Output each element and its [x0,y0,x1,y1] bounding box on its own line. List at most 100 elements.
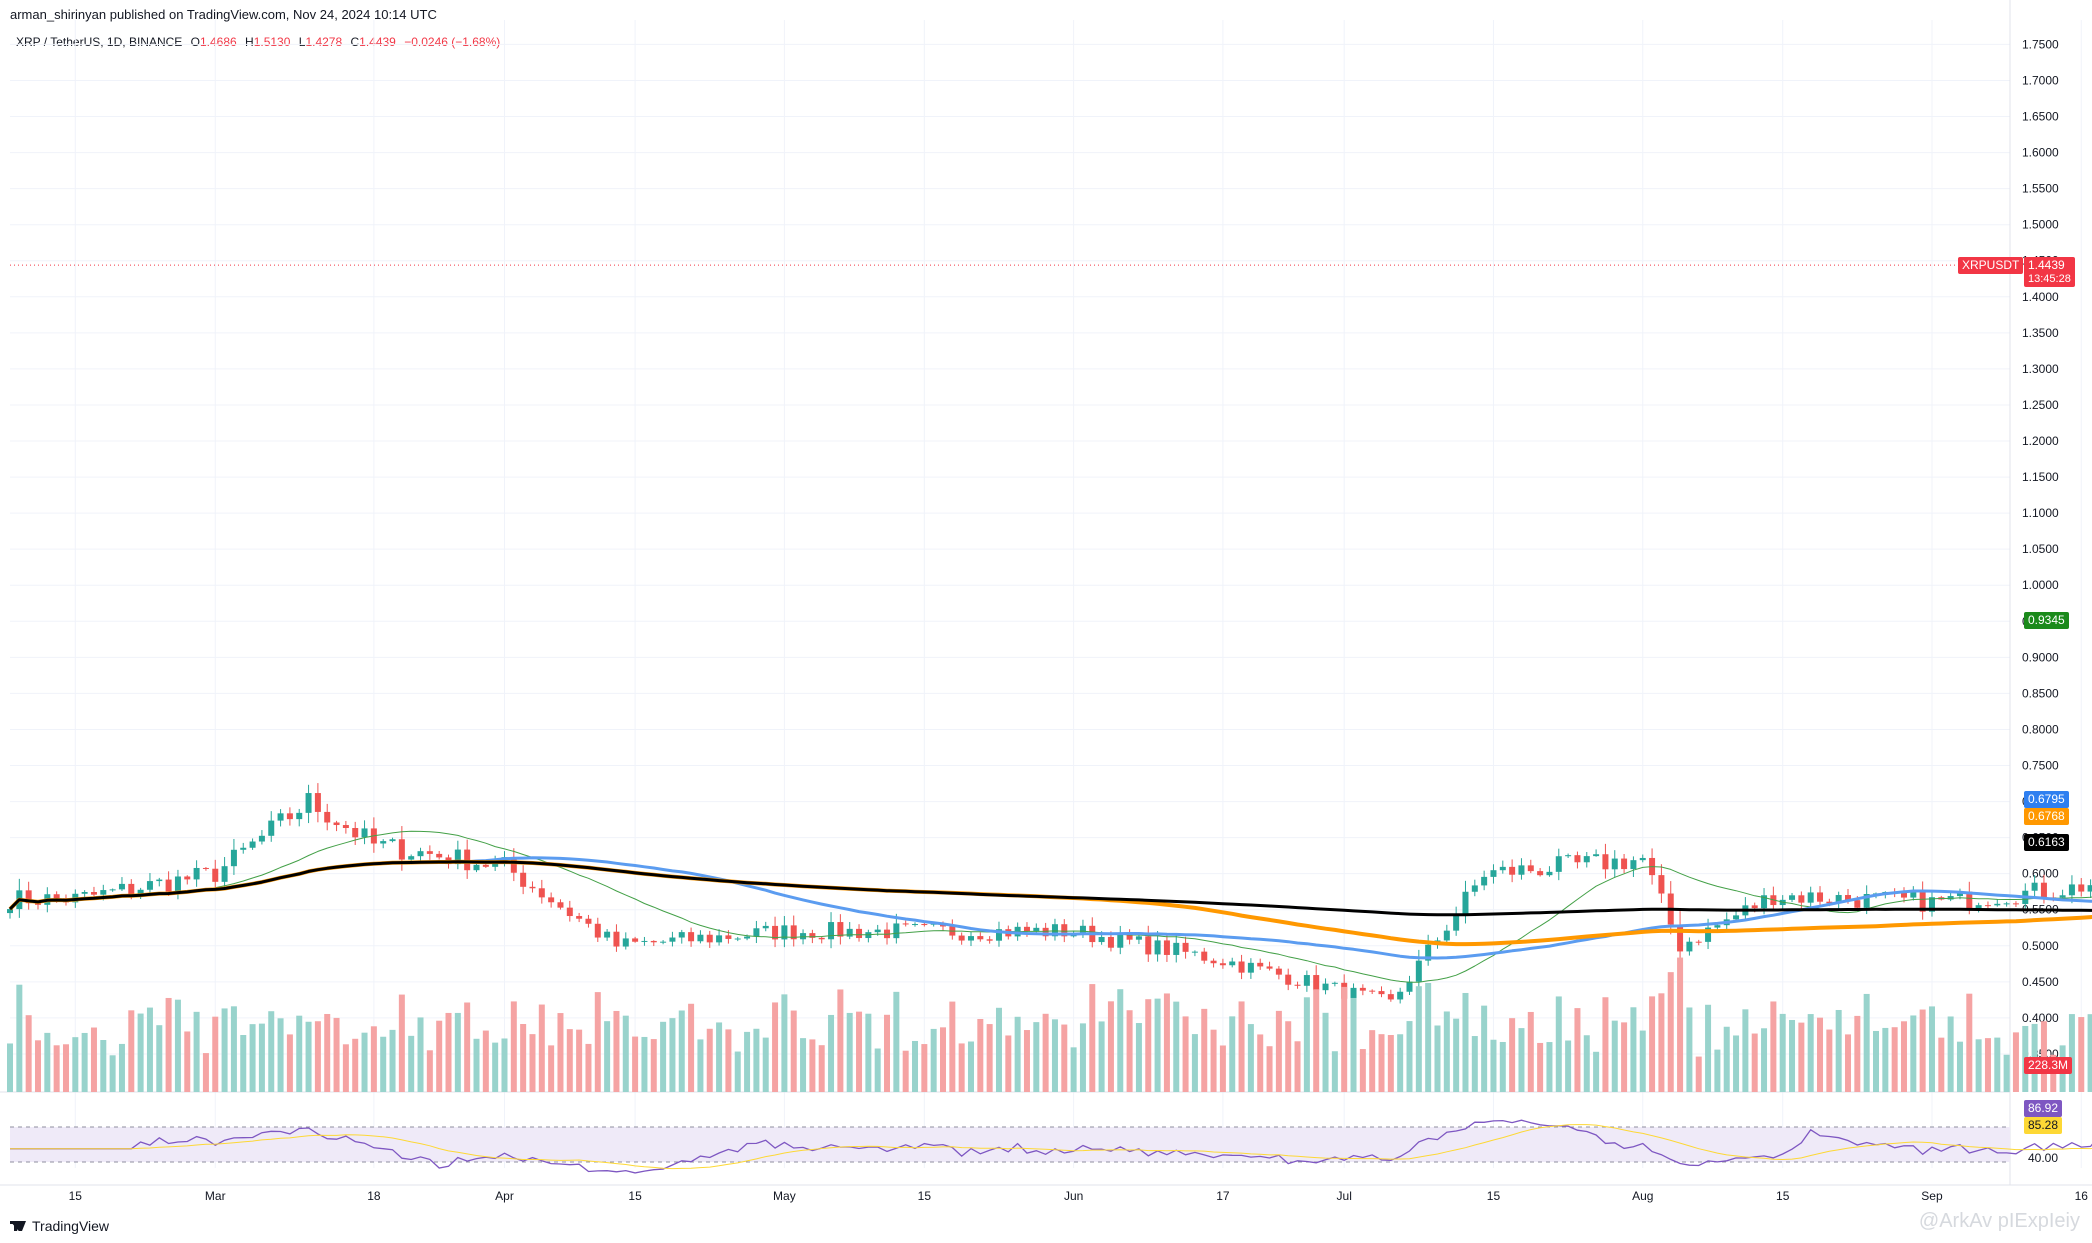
volume-bar [249,1024,256,1092]
x-tick-label: 18 [367,1189,381,1203]
volume-bar [72,1037,79,1092]
x-axis-ticks: 15Mar18Apr15May15Jun17Jul15Aug15Sep16Oct… [69,1189,2089,1203]
volume-bar [800,1038,807,1092]
candle-up [81,892,88,894]
candle-up [1033,927,1040,932]
volume-bar [604,1021,611,1092]
volume-bar [884,1014,891,1092]
volume-bar [436,1020,443,1092]
volume-bar [650,1039,657,1092]
volume-bar [165,997,172,1092]
volume-bar [734,1051,741,1092]
candle-up [221,866,228,882]
y-tick-label: 1.1000 [2022,506,2059,520]
volume-bar [1975,1039,1982,1092]
candle-up [1322,983,1329,991]
volume-bar [548,1045,555,1092]
candle-up [174,876,181,892]
ma-orange-badge: 0.6768 [2024,808,2069,825]
volume-bar [361,1032,368,1092]
volume-bar [1658,993,1665,1092]
candle-down [212,868,219,882]
candle-down [333,822,340,826]
candle-down [1378,991,1385,995]
candle-down [548,897,555,903]
candle-down [1919,892,1926,912]
y-tick-label: 1.7500 [2022,37,2059,51]
candle-down [202,867,209,869]
candle-up [1518,865,1525,875]
candle-up [678,932,685,938]
candle-down [977,936,984,940]
candle-up [1415,960,1422,982]
volume-bar [576,1029,583,1092]
volume-bar [1649,996,1656,1092]
rsi-badge: 86.92 [2024,1100,2063,1117]
volume-bar [1051,1019,1058,1092]
volume-bar [622,1015,629,1092]
ma-green-line [9,830,2092,983]
candle-up [1471,885,1478,892]
volume-bar [1574,1008,1581,1092]
volume-bar [118,1043,125,1092]
volume-bar [482,1030,489,1092]
volume-bar [1891,1027,1898,1092]
volume-bar [744,1031,751,1092]
candle-down [1658,875,1665,894]
volume-bar [585,1043,592,1092]
candle-up [1191,951,1198,953]
volume-bar [2003,1054,2010,1092]
volume-bar [221,1008,228,1092]
countdown-value: 13:45:28 [2028,273,2071,285]
candle-up [622,938,629,947]
candle-down [566,907,573,917]
rsi-ma-line [10,1124,2092,1170]
volume-bar [856,1011,863,1092]
volume-bar [1798,1022,1805,1092]
volume-bar [762,1037,769,1092]
candle-down [1275,968,1282,975]
volume-bar [240,1035,247,1092]
volume-bar [1443,1011,1450,1092]
volume-bar [370,1026,377,1092]
candle-up [2031,882,2038,891]
close-label: C [350,35,360,49]
volume-bar [1686,1007,1693,1092]
volume-bar [930,1028,937,1092]
candle-down [53,894,60,899]
candle-up [1910,892,1917,898]
y-tick-label: 1.3000 [2022,362,2059,376]
volume-bar [389,1029,396,1092]
volume-bar [1639,1030,1646,1092]
candle-down [1294,984,1301,986]
low-value: 1.4278 [305,35,343,49]
candle-down [1163,940,1170,955]
volume-bar [1415,986,1422,1092]
rsi-level-label: 40.00 [2028,1151,2059,1165]
candle-up [417,851,424,857]
candle-down [902,923,909,925]
volume-bar [2087,1014,2092,1092]
volume-bar [697,1039,704,1092]
candle-up [874,929,881,933]
candle-down [1854,900,1861,908]
candle-up [146,881,153,890]
candle-up [744,936,751,939]
y-tick-label: 1.0500 [2022,542,2059,556]
x-tick-label: 15 [1776,1189,1790,1203]
volume-bar [1742,1009,1749,1092]
candle-down [1359,987,1366,991]
volume-bar [529,1034,536,1092]
candle-up [1453,914,1460,931]
volume-bar [1761,1028,1768,1092]
candle-down [1061,924,1068,937]
candle-down [837,922,844,937]
candle-down [1126,932,1133,940]
volume-bar [1154,998,1161,1092]
volume-bar [156,1025,163,1092]
volume-bar [1397,1034,1404,1092]
candle-up [1499,866,1506,871]
candle-up [1154,940,1161,955]
candle-down [1387,994,1394,1000]
